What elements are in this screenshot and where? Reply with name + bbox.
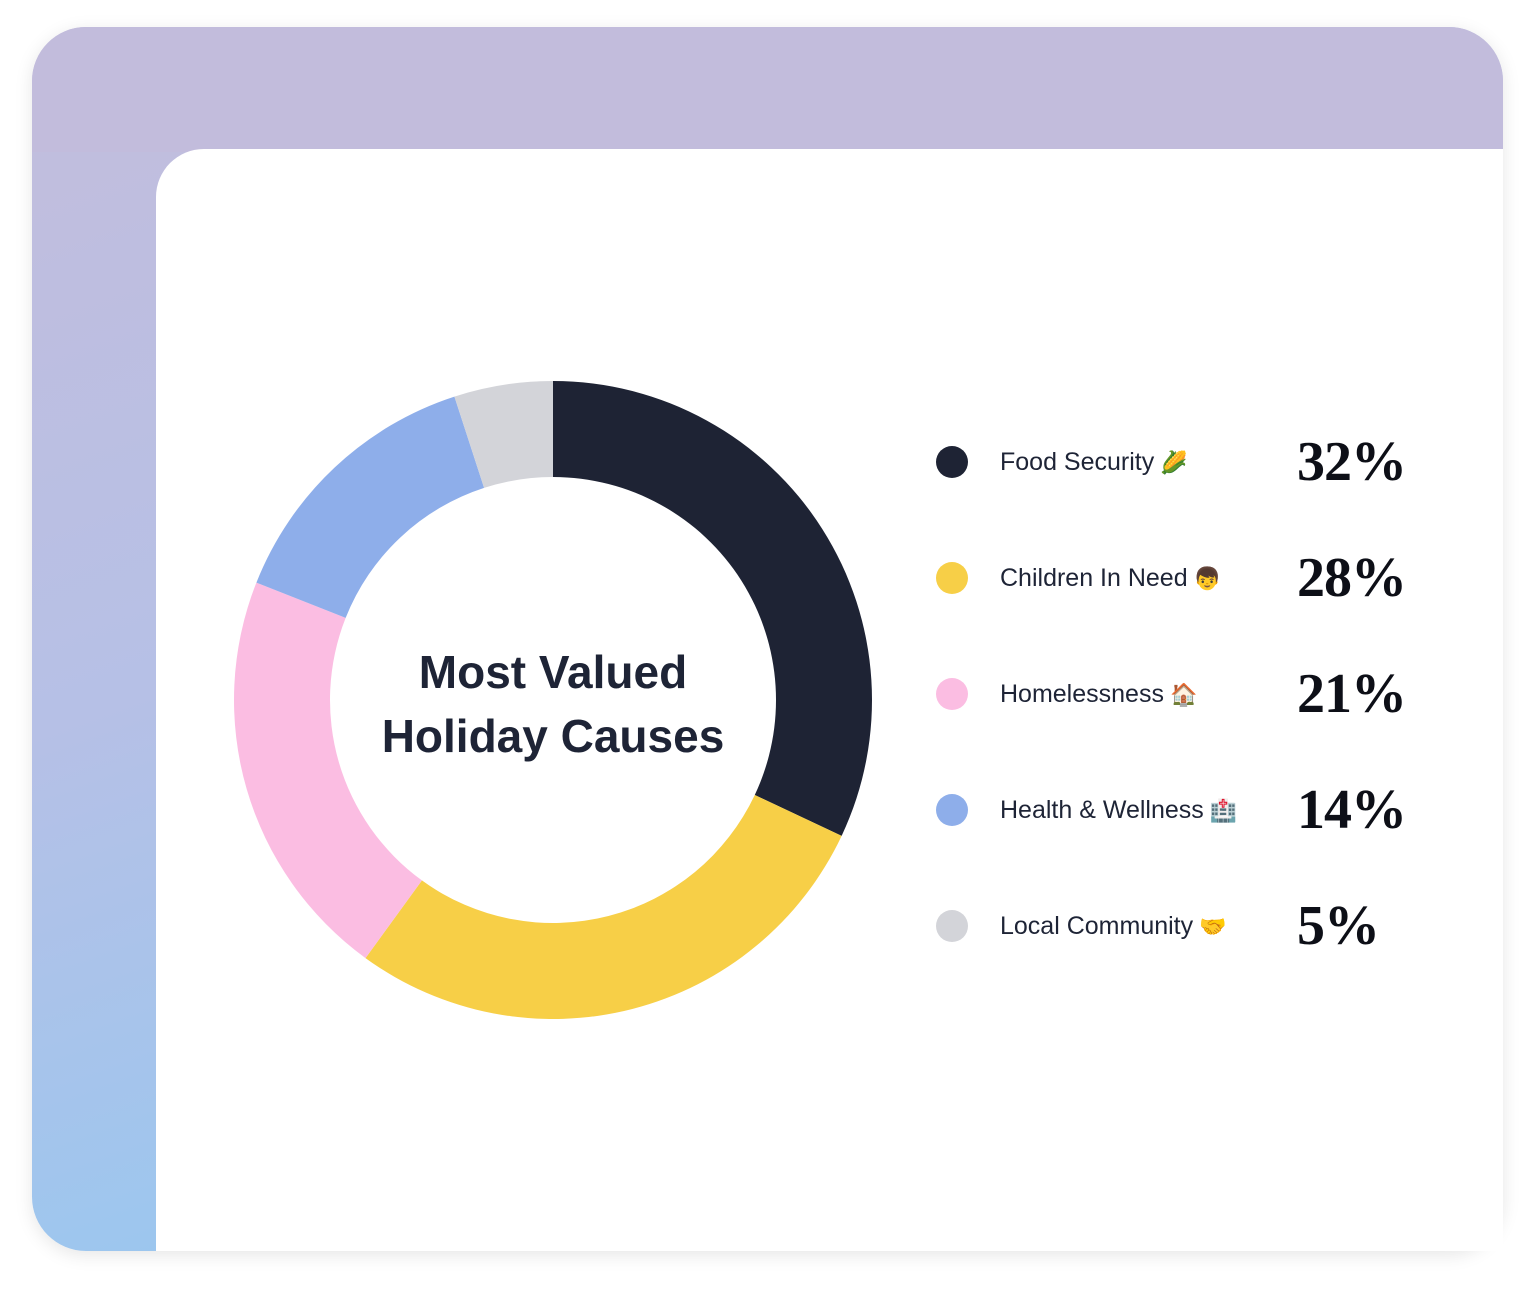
legend-label: Homelessness 🏠 [1000, 680, 1198, 708]
legend-label: Food Security 🌽 [1000, 448, 1188, 476]
legend-value: 32% [1297, 431, 1407, 493]
legend-swatch [936, 446, 968, 478]
legend-swatch [936, 910, 968, 942]
header-band [32, 27, 1503, 152]
legend-swatch [936, 562, 968, 594]
hospital-icon: 🏥 [1209, 799, 1238, 824]
donut-slice-children-in-need [365, 794, 842, 1019]
legend-item-food-security: Food Security 🌽 32% [935, 431, 1495, 548]
legend-item-local-community: Local Community 🤝 5% [935, 895, 1495, 1012]
donut-slice-health-wellness [256, 396, 485, 618]
handshake-icon: 🤝 [1199, 915, 1227, 940]
legend-swatch [936, 678, 968, 710]
legend-item-homelessness: Homelessness 🏠 21% [935, 663, 1495, 780]
legend-value: 5% [1297, 895, 1380, 957]
boy-icon: 👦 [1193, 567, 1222, 592]
legend-value: 28% [1297, 547, 1407, 609]
legend-item-children-in-need: Children In Need 👦 28% [935, 547, 1495, 664]
legend-item-health-wellness: Health & Wellness 🏥 14% [935, 779, 1495, 896]
chart-title: Most Valued Holiday Causes [381, 646, 725, 762]
house-icon: 🏠 [1169, 683, 1198, 708]
corn-icon: 🌽 [1160, 451, 1188, 476]
legend-label: Local Community 🤝 [1000, 912, 1227, 940]
chart-legend: Food Security 🌽 32% Children In Need 👦 28%… [935, 431, 1495, 1012]
donut-slice-homelessness [233, 582, 422, 959]
legend-value: 21% [1297, 663, 1407, 725]
legend-label: Children In Need 👦 [1000, 564, 1222, 592]
donut-slice-local-community [454, 381, 553, 488]
legend-swatch [936, 794, 968, 826]
donut-slice-food-security [553, 381, 872, 836]
legend-label: Health & Wellness 🏥 [1000, 796, 1238, 824]
legend-value: 14% [1297, 779, 1407, 841]
